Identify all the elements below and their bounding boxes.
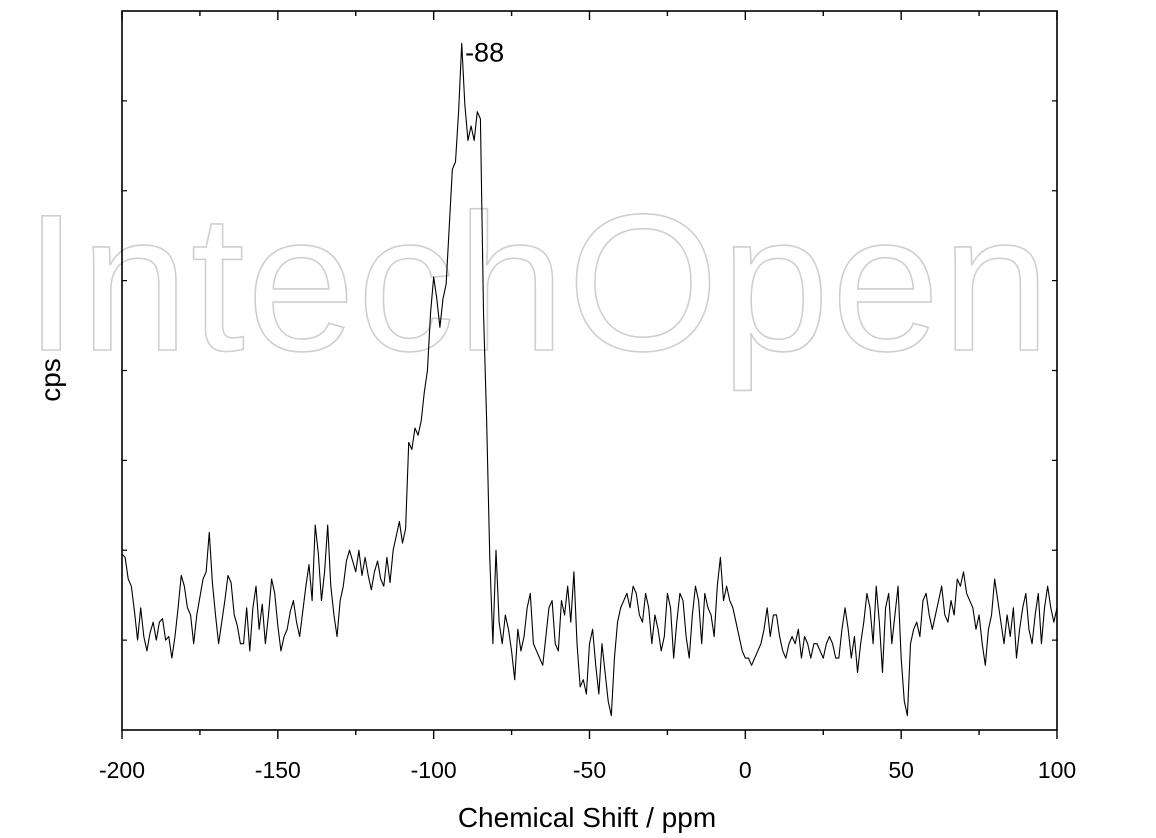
x-tick-label: -100 <box>411 757 457 783</box>
peak-annotation: -88 <box>465 37 504 67</box>
watermark-logo: IntechOpen <box>24 174 1052 392</box>
x-tick-label: -150 <box>255 757 301 783</box>
x-tick-label: 50 <box>888 757 914 783</box>
x-tick-label: -50 <box>573 757 606 783</box>
series-line-0 <box>121 42 1058 717</box>
x-axis: -200 -150 -100 -50 0 50 100 <box>99 11 1076 783</box>
x-tick-label: 0 <box>739 757 752 783</box>
x-tick-label: 100 <box>1038 757 1076 783</box>
y-axis-label: cps <box>35 358 66 402</box>
x-axis-label: Chemical Shift / ppm <box>458 802 716 833</box>
x-tick-label: -200 <box>99 757 145 783</box>
